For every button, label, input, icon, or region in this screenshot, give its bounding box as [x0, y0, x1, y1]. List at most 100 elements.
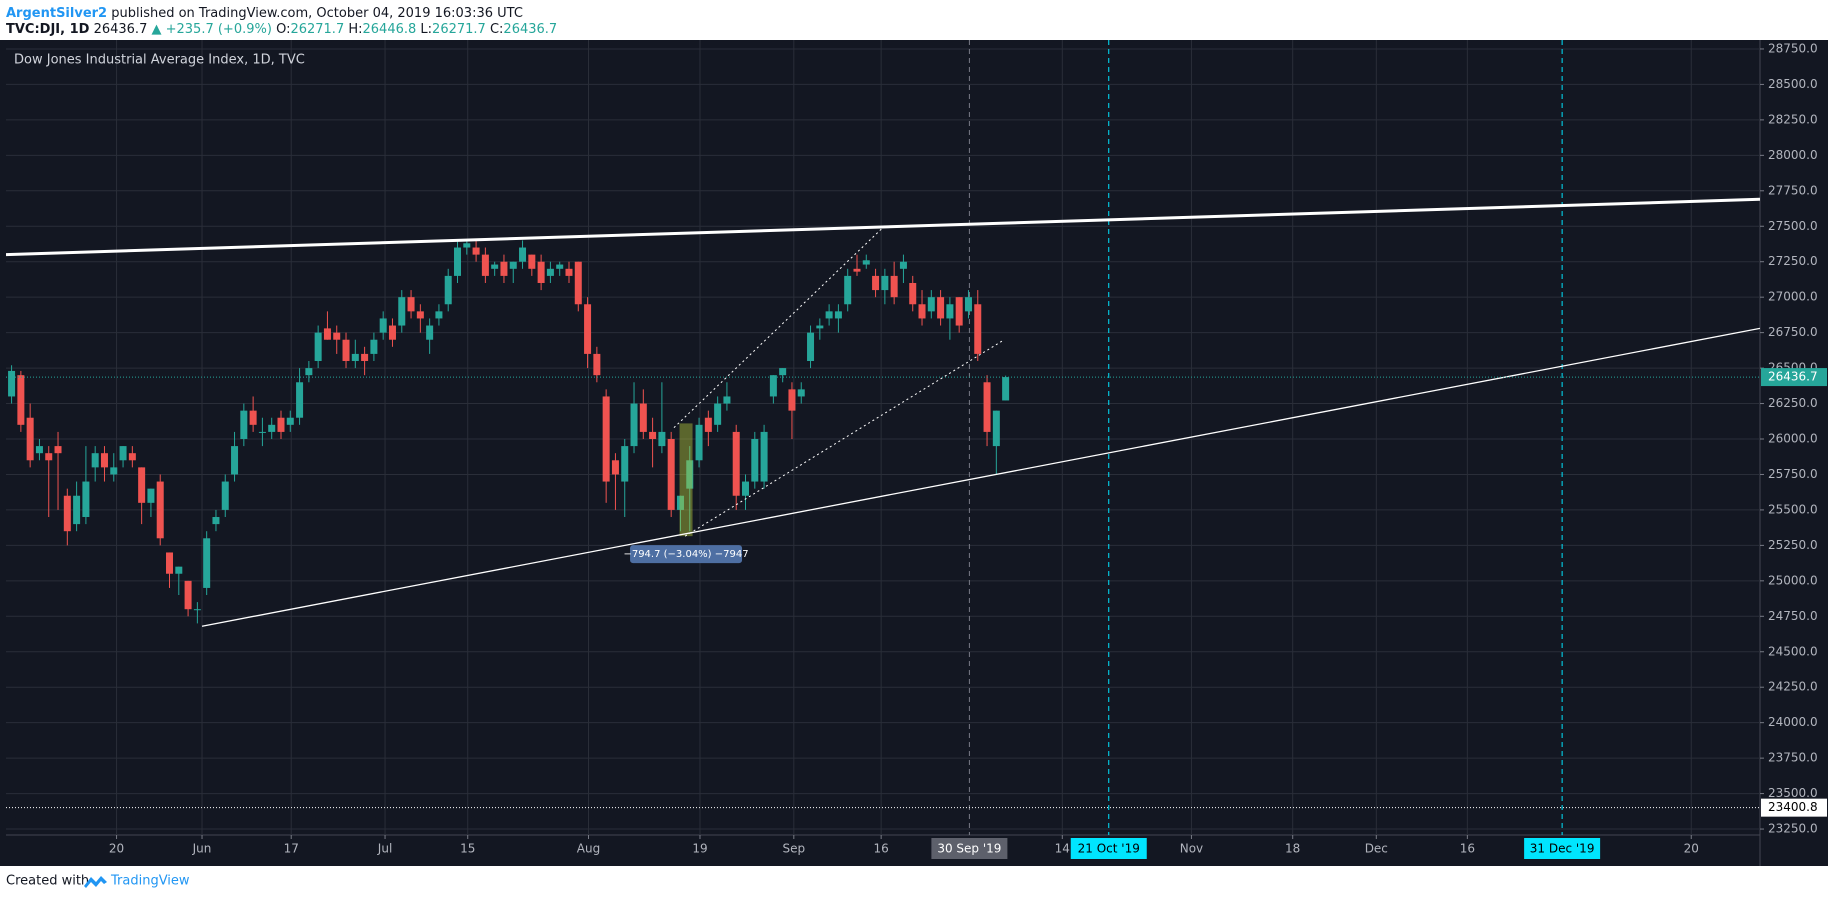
candle-body	[426, 325, 434, 340]
candle-body	[370, 339, 378, 354]
candle-body	[35, 446, 43, 454]
candle-body	[1002, 377, 1010, 401]
trend-line	[684, 340, 1003, 537]
c-label: C:	[490, 22, 503, 37]
y-tick-label: 26750.0	[1768, 325, 1818, 339]
candle-body	[611, 460, 619, 475]
candle-body	[862, 260, 870, 265]
candle-body	[676, 495, 684, 510]
candle-body	[119, 446, 127, 461]
brand[interactable]: TradingView	[110, 874, 190, 889]
author[interactable]: ArgentSilver2	[6, 6, 107, 21]
candle-body	[361, 353, 369, 361]
y-tick-label: 28750.0	[1768, 41, 1818, 55]
candle-body	[138, 467, 146, 503]
candle-body	[379, 318, 387, 333]
candle-body	[166, 552, 174, 574]
candle-body	[769, 375, 777, 397]
y-tick-label: 25250.0	[1768, 538, 1818, 552]
candle-body	[593, 353, 601, 376]
y-tick-label: 24000.0	[1768, 715, 1818, 729]
candle-body	[630, 403, 638, 447]
candle-body	[444, 275, 452, 305]
candle-body	[100, 453, 108, 468]
candle-body	[695, 424, 703, 461]
candle-body	[964, 297, 972, 312]
candle-body	[844, 275, 852, 305]
candle-body	[872, 275, 880, 291]
candle-body	[742, 481, 750, 496]
x-tick-label: Aug	[577, 842, 600, 856]
price-label: 23400.8	[1768, 800, 1818, 814]
candle-body	[296, 382, 304, 418]
x-tick-label: Nov	[1180, 842, 1203, 856]
candle-body	[249, 410, 257, 425]
x-tick-label: 14	[1055, 842, 1070, 856]
candle-body	[435, 311, 443, 319]
candle-body	[212, 517, 220, 525]
candle-body	[667, 439, 675, 510]
trend-line	[6, 197, 1760, 257]
y-tick-label: 25750.0	[1768, 467, 1818, 481]
y-tick-label: 23500.0	[1768, 786, 1818, 800]
marker-label-box	[931, 838, 1008, 859]
l-value: 26271.7	[432, 22, 486, 37]
candle-body	[472, 247, 480, 255]
candle-body	[73, 495, 81, 525]
candle-body	[398, 297, 406, 326]
axes: 23250.0 23500.0 23750.0 24000.0 24250.0 24500…	[109, 41, 1827, 859]
x-tick-label: 19	[692, 842, 707, 856]
candle-body	[546, 268, 554, 276]
x-tick-label: 18	[1285, 842, 1300, 856]
candle-body	[277, 417, 285, 432]
candle-body	[909, 282, 917, 305]
candle-body	[454, 247, 462, 276]
o-label: O:	[276, 22, 290, 37]
o-value: 26271.7	[290, 22, 344, 37]
candle-body	[333, 332, 341, 340]
candle-body	[268, 424, 276, 432]
candle-body	[983, 382, 991, 432]
candle-body	[8, 370, 16, 397]
y-tick-label: 26000.0	[1768, 432, 1818, 446]
price-label-box	[1761, 798, 1827, 817]
measure-label-box	[630, 545, 743, 564]
candle-body	[807, 332, 815, 361]
candle-body	[342, 339, 350, 361]
candle-body	[974, 304, 982, 354]
candle-body	[955, 297, 963, 326]
x-tick-label: Jun	[192, 842, 212, 856]
trend-line	[201, 327, 1760, 627]
marker-label: 21 Oct '19	[1078, 842, 1140, 856]
candle-body	[82, 481, 90, 518]
price-label: 26436.7	[1768, 370, 1818, 384]
marker-label: 30 Sep '19	[937, 842, 1001, 856]
y-tick-label: 23750.0	[1768, 751, 1818, 765]
candle-body	[17, 375, 25, 425]
candle-body	[26, 417, 34, 461]
candle-body	[751, 439, 759, 482]
candle-body	[323, 328, 331, 340]
y-tick-label: 24500.0	[1768, 644, 1818, 658]
candle-body	[63, 495, 71, 532]
candle-body	[537, 261, 545, 283]
candle-body	[881, 275, 889, 291]
plot: −794.7 (−3.04%) −7947	[6, 197, 1760, 809]
y-tick-label: 27500.0	[1768, 219, 1818, 233]
marker-label-box	[1070, 838, 1147, 859]
y-tick-label: 24250.0	[1768, 680, 1818, 694]
candle-body	[351, 353, 359, 361]
candle-body	[416, 311, 424, 319]
candle-body	[91, 453, 99, 468]
marker-label: 31 Dec '19	[1530, 842, 1595, 856]
candle-body	[491, 264, 499, 269]
published: published on TradingView.com, October 04…	[107, 6, 523, 21]
candle-body	[825, 311, 833, 319]
candle-body	[992, 410, 1000, 447]
change: ▲ +235.7 (+0.9%)	[151, 22, 271, 37]
chart-title: Dow Jones Industrial Average Index, 1D, …	[14, 53, 305, 68]
y-tick-label: 28000.0	[1768, 148, 1818, 162]
candle-body	[649, 431, 657, 440]
candle-body	[258, 431, 266, 433]
